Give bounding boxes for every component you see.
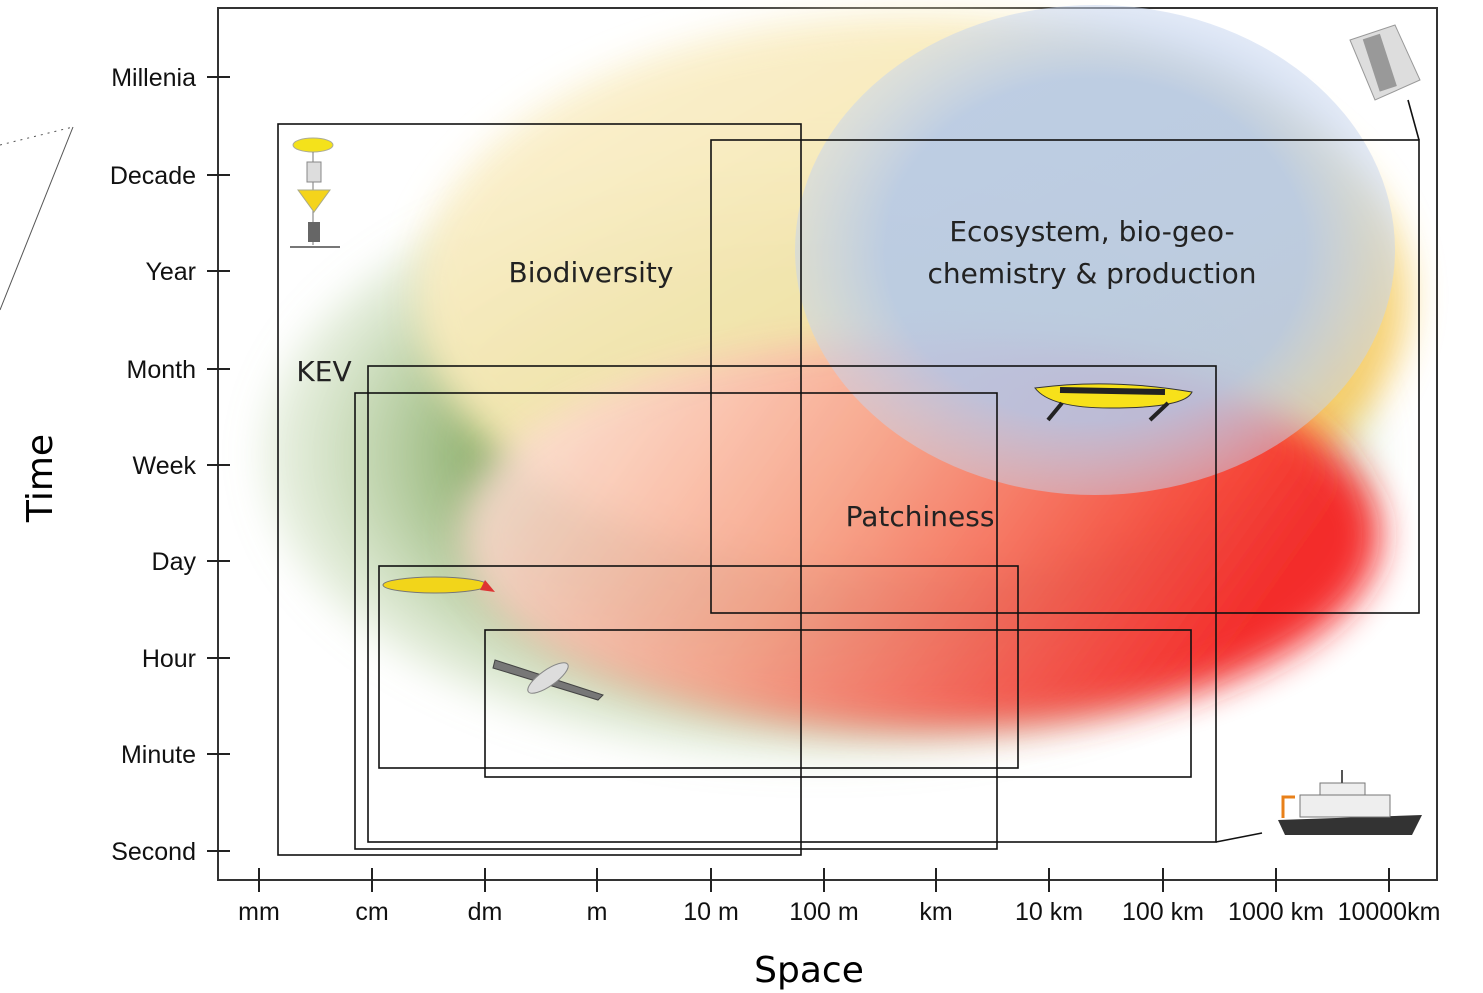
region-label: chemistry & production xyxy=(927,257,1256,290)
y-tick-label: Millenia xyxy=(111,64,196,92)
region-label: KEV xyxy=(296,355,351,388)
x-tick-label: m xyxy=(587,898,608,926)
x-tick-label: 10 km xyxy=(1015,898,1083,926)
region-label: Patchiness xyxy=(846,500,995,533)
y-tick-label: Second xyxy=(111,838,196,866)
diagram: Biodiversity Ecosystem, bio-geo- chemist… xyxy=(0,0,1483,993)
region-label: Biodiversity xyxy=(509,256,674,289)
x-tick-label: 100 m xyxy=(789,898,858,926)
x-tick-label: 10000km xyxy=(1338,898,1441,926)
x-tick-label: 1000 km xyxy=(1228,898,1324,926)
y-tick-label: Decade xyxy=(110,162,196,190)
mooring-icon xyxy=(293,138,333,152)
y-tick-label: Week xyxy=(133,452,197,480)
y-tick-label: Minute xyxy=(121,741,196,769)
dotted-remnant xyxy=(0,127,73,310)
x-tick-label: 100 km xyxy=(1122,898,1204,926)
y-axis-label: Time xyxy=(20,434,61,523)
x-tick-label: dm xyxy=(468,898,503,926)
x-tick-label: mm xyxy=(238,898,280,926)
auv-icon xyxy=(383,577,487,593)
y-tick-label: Hour xyxy=(142,645,196,673)
x-axis-label: Space xyxy=(754,950,864,991)
y-tick-label: Day xyxy=(152,548,197,576)
y-tick-label: Month xyxy=(127,356,196,384)
x-tick-label: 10 m xyxy=(683,898,739,926)
region-label: Ecosystem, bio-geo- xyxy=(949,215,1234,248)
ecosystem-region xyxy=(795,5,1395,495)
y-tick-label: Year xyxy=(145,258,196,286)
x-tick-label: km xyxy=(919,898,952,926)
x-tick-label: cm xyxy=(355,898,388,926)
